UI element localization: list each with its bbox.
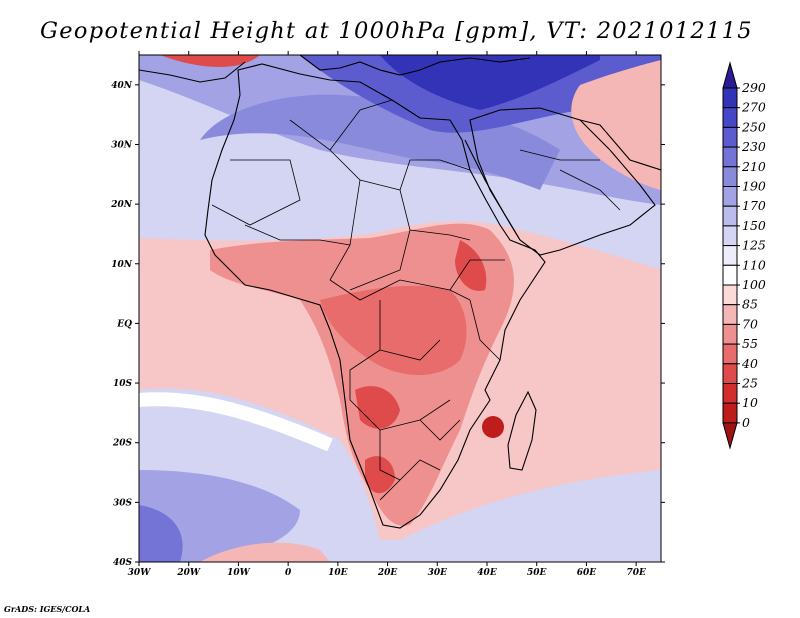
field-east-med-high xyxy=(380,55,600,110)
colorbar-label: 110 xyxy=(742,257,766,272)
madagascar-coastline xyxy=(507,390,537,471)
colorbar-top-arrow xyxy=(722,61,738,89)
lon-label: 40E xyxy=(477,568,497,578)
map-ticks xyxy=(135,51,665,566)
colorbar-label: 0 xyxy=(742,415,750,430)
colorbar-label: 25 xyxy=(741,376,758,391)
lat-label: 40N xyxy=(111,81,133,91)
lon-label: 60E xyxy=(577,568,597,578)
lon-label: 30E xyxy=(428,568,448,578)
colorbar-segment xyxy=(722,402,738,424)
colorbar-label: 85 xyxy=(742,297,758,312)
lon-label: 30W xyxy=(128,568,152,578)
field-southwest-high xyxy=(139,505,183,562)
field-mozambique-low xyxy=(482,416,504,438)
colorbar-segment xyxy=(722,146,738,168)
colorbar-segment xyxy=(722,343,738,365)
lon-label: 10W xyxy=(227,568,251,578)
africa-coastline xyxy=(204,63,546,529)
colorbar-segment xyxy=(722,107,738,128)
colorbar-label: 100 xyxy=(742,277,766,292)
field-south-band xyxy=(139,392,333,452)
lat-label: 20N xyxy=(110,200,133,210)
country-borders xyxy=(211,99,621,501)
colorbar xyxy=(722,61,740,450)
colorbar-segment xyxy=(722,87,738,109)
colorbar-segment xyxy=(722,304,738,325)
europe-coastline xyxy=(139,55,531,83)
colorbar-label: 190 xyxy=(742,179,766,194)
colorbar-segment xyxy=(722,186,738,207)
border-lines xyxy=(211,99,621,501)
lat-label: 30N xyxy=(111,140,133,150)
field-arabian-low xyxy=(571,60,661,190)
latitude-labels: 40N 30N 20N 10N EQ 10S 20S 30S 40S xyxy=(110,81,133,568)
longitude-labels: 30W 20W 10W 0 10E 20E 30E 40E 50E 60E 70E xyxy=(128,568,646,578)
lon-label: 0 xyxy=(285,568,292,578)
colorbar-segment xyxy=(722,323,738,345)
field-congo-low xyxy=(320,285,467,375)
lon-label: 70E xyxy=(626,568,646,578)
colorbar-label: 230 xyxy=(741,139,766,154)
map-title: Geopotential Height at 1000hPa [gpm], VT… xyxy=(40,18,753,44)
colorbar-segment xyxy=(722,264,738,286)
colorbar-segment xyxy=(722,166,738,188)
colorbar-segment xyxy=(722,245,738,266)
colorbar-label: 40 xyxy=(741,356,758,371)
colorbar-label: 150 xyxy=(742,218,766,233)
colorbar-segment xyxy=(722,284,738,306)
colorbar-label: 170 xyxy=(742,198,766,213)
map-frame xyxy=(138,54,662,563)
colorbar-segment xyxy=(722,363,738,384)
colorbar-segment xyxy=(722,126,738,148)
lon-label: 20E xyxy=(377,568,398,578)
coastlines xyxy=(139,55,661,529)
colorbar-label: 210 xyxy=(741,159,766,174)
colorbar-label: 290 xyxy=(741,80,766,95)
lat-label: EQ xyxy=(116,319,132,329)
colorbar-label: 70 xyxy=(742,316,758,331)
field-iberia-low xyxy=(160,55,260,68)
lat-label: 20S xyxy=(112,439,133,449)
colorbar-label: 125 xyxy=(742,238,766,253)
field-ethiopia-low xyxy=(455,240,487,291)
field-angola-low xyxy=(355,386,400,429)
credit-text: GrADS: IGES/COLA xyxy=(4,604,91,614)
colorbar-label: 270 xyxy=(741,100,766,115)
lon-label: 20W xyxy=(176,568,201,578)
colorbar-segment xyxy=(722,205,738,227)
lat-label: 40S xyxy=(113,558,133,568)
field-south-tip-low xyxy=(200,542,330,562)
red-sea xyxy=(464,139,521,241)
geopotential-field xyxy=(139,55,661,562)
colorbar-label: 55 xyxy=(742,336,758,351)
colorbar-segment xyxy=(722,225,738,247)
colorbar-segment xyxy=(722,383,738,404)
field-kalahari-low xyxy=(365,456,395,494)
colorbar-bottom-arrow xyxy=(722,422,738,450)
iran-coastline xyxy=(579,119,661,171)
lat-label: 10S xyxy=(113,379,133,389)
colorbar-labels: 2902702502302101901701501251101008570554… xyxy=(741,80,766,430)
lon-label: 50E xyxy=(527,568,547,578)
lon-label: 10E xyxy=(328,568,348,578)
lat-label: 30S xyxy=(113,498,133,508)
lat-label: 10N xyxy=(111,260,133,270)
colorbar-label: 250 xyxy=(741,119,766,134)
colorbar-label: 10 xyxy=(742,395,758,410)
